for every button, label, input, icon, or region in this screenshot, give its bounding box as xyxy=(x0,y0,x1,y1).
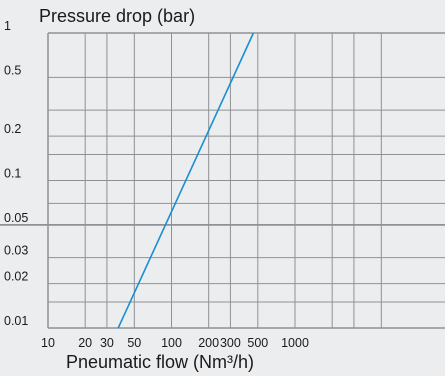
x-tick-label: 20 xyxy=(78,336,92,350)
x-tick-label: 300 xyxy=(220,336,241,350)
y-tick-label: 1 xyxy=(4,19,11,33)
y-tick-label: 0.02 xyxy=(4,270,28,284)
x-tick-label: 30 xyxy=(100,336,114,350)
x-axis-label: Pneumatic flow (Nm³/h) xyxy=(66,352,254,373)
x-tick-labels: 10 20 30 50 100 200 300 500 1000 xyxy=(41,336,309,350)
grid-lines xyxy=(0,33,445,328)
x-tick-label: 200 xyxy=(198,336,219,350)
y-tick-labels: 1 0.5 0.2 0.1 0.05 0.03 0.02 0.01 xyxy=(4,19,28,328)
y-tick-label: 0.05 xyxy=(4,211,28,225)
x-tick-label: 1000 xyxy=(281,336,309,350)
y-tick-label: 0.1 xyxy=(4,167,21,181)
y-tick-label: 0.03 xyxy=(4,244,28,258)
x-tick-label: 500 xyxy=(247,336,268,350)
y-tick-label: 0.5 xyxy=(4,63,21,77)
x-tick-label: 50 xyxy=(127,336,141,350)
x-tick-label: 10 xyxy=(41,336,55,350)
y-tick-label: 0.01 xyxy=(4,314,28,328)
y-tick-label: 0.2 xyxy=(4,122,21,136)
x-tick-label: 100 xyxy=(161,336,182,350)
